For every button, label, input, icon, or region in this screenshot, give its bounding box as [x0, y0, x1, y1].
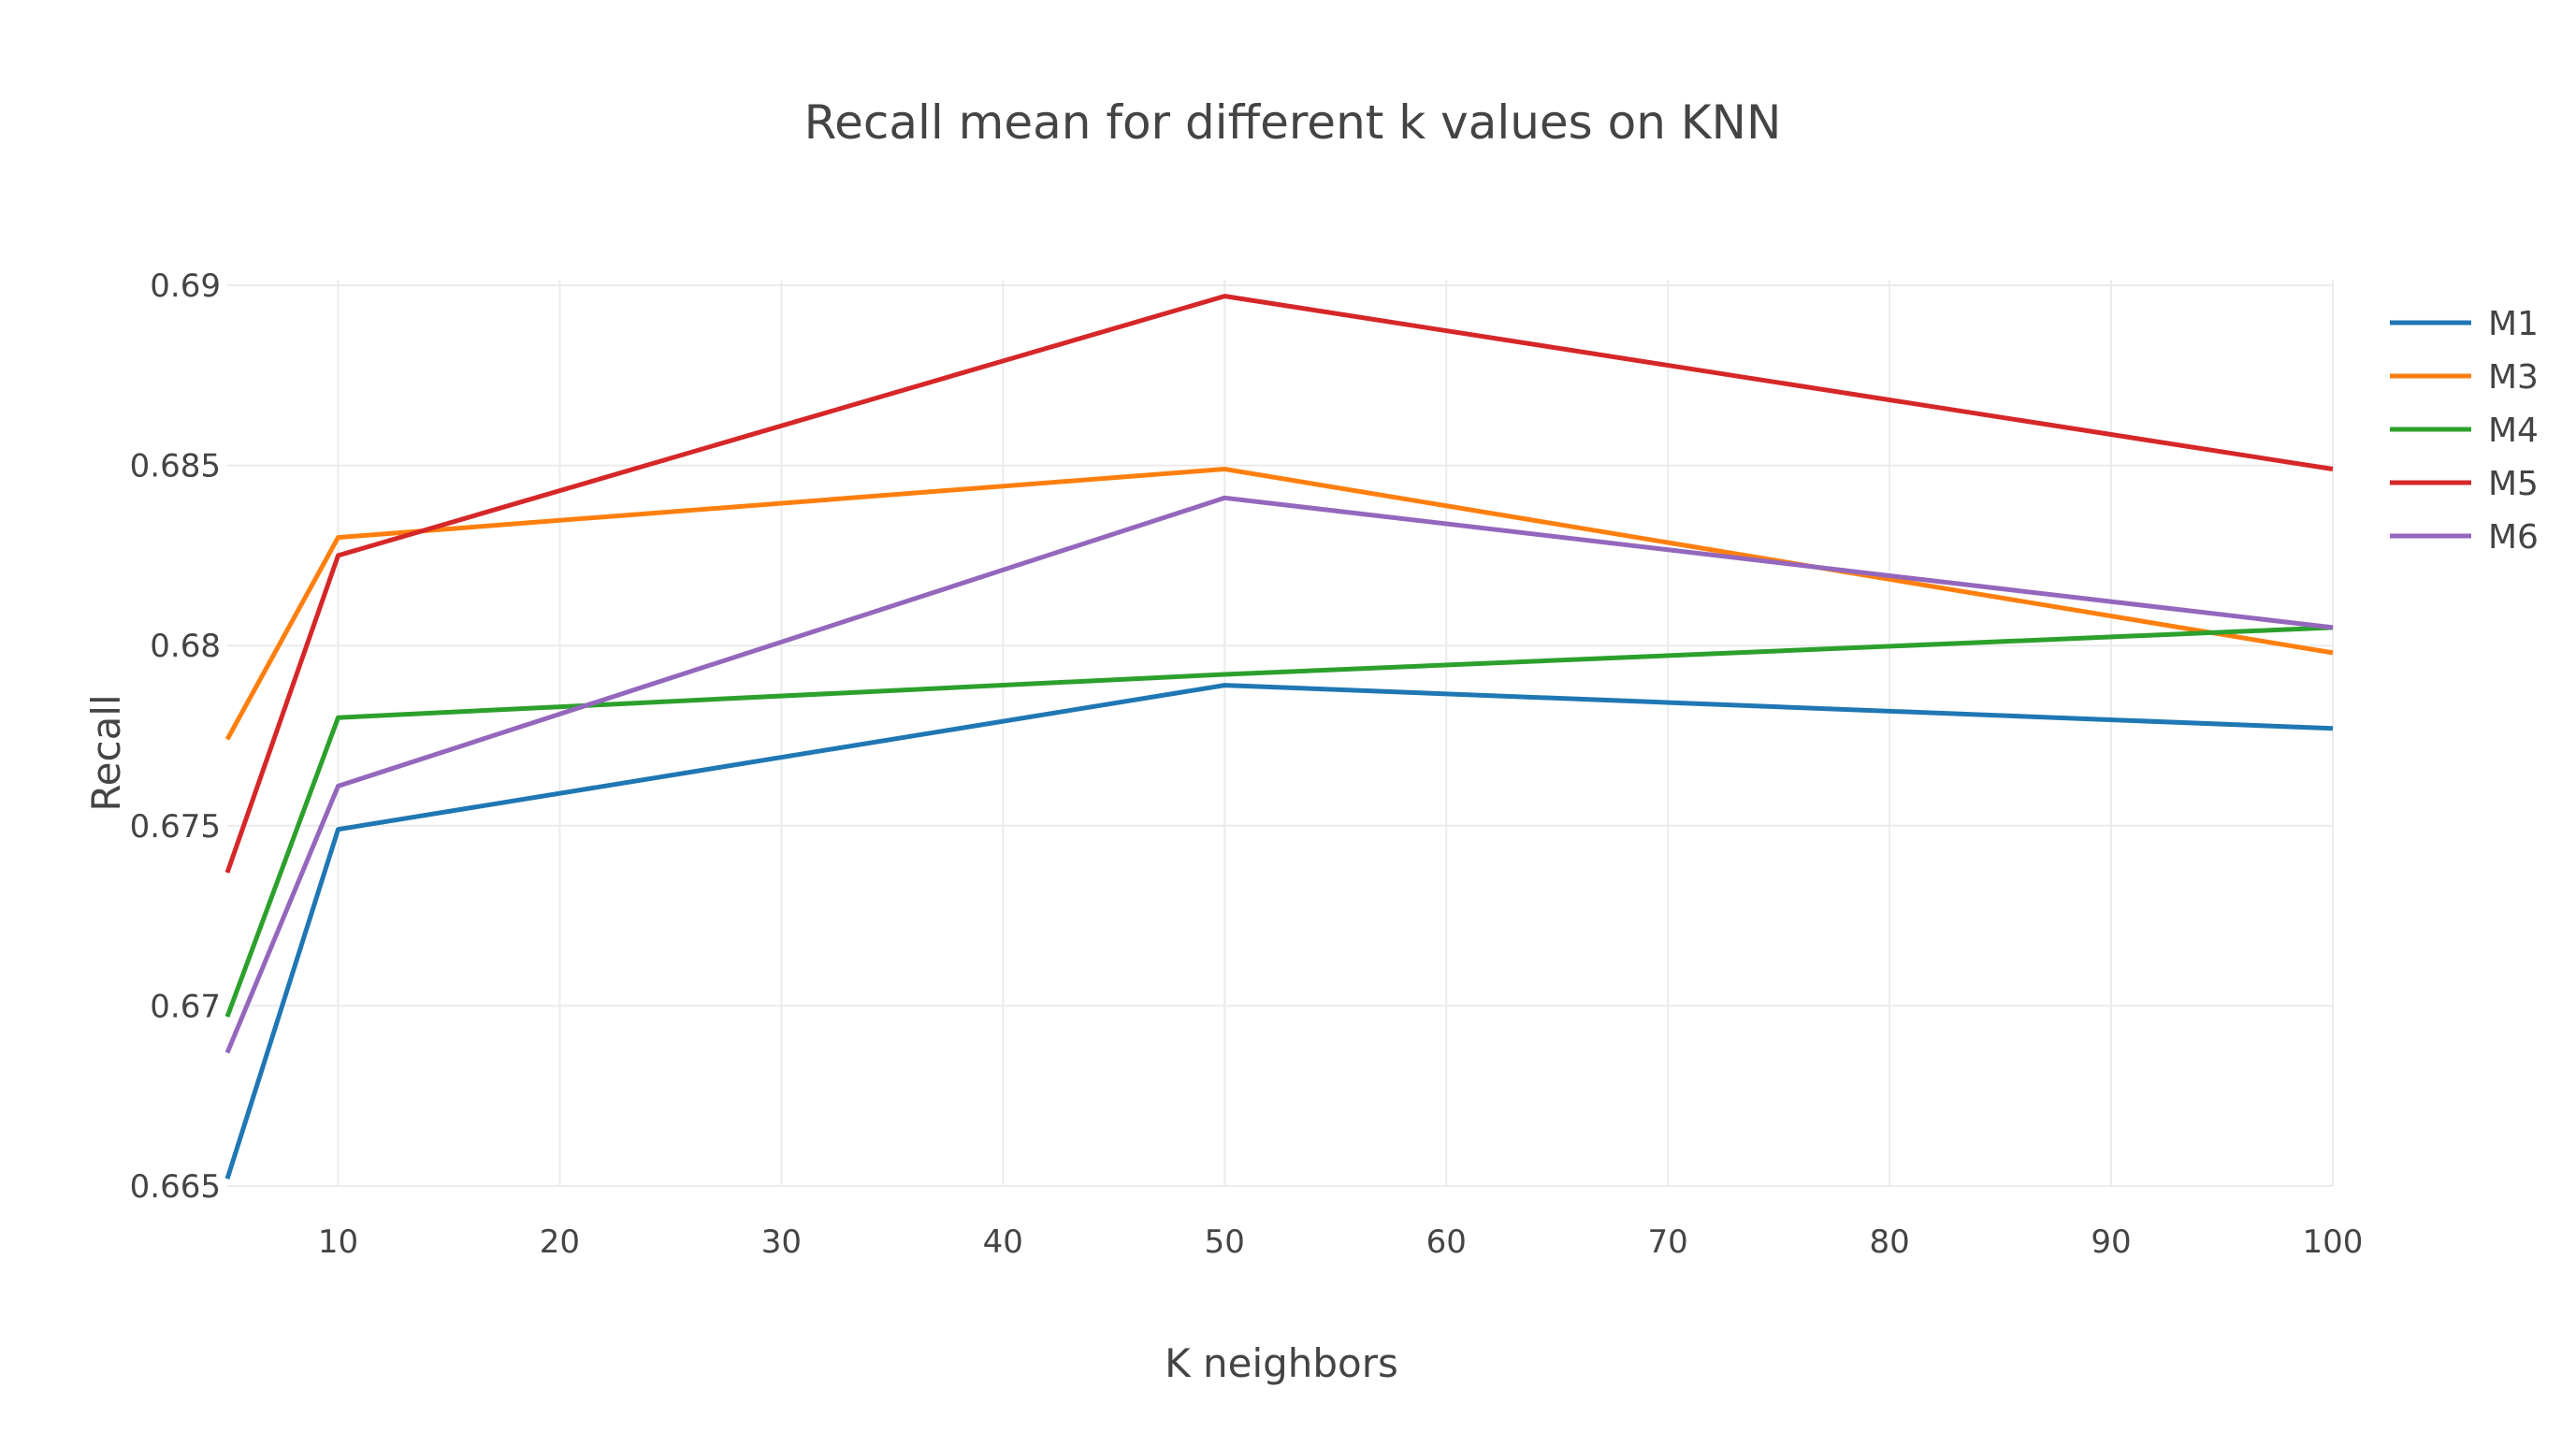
series-line-m6	[224, 495, 2334, 1054]
y-axis-ticks: 0.665 0.67 0.675 0.68 0.685 0.69	[130, 268, 221, 1206]
y-gridlines	[227, 284, 2333, 1187]
legend-label: M6	[2488, 518, 2539, 557]
x-tick-label: 80	[1869, 1223, 1909, 1261]
series-line-m3	[224, 467, 2334, 741]
x-tick-label: 10	[318, 1223, 358, 1261]
legend: M1 M3 M4 M5 M6	[2390, 305, 2539, 557]
legend-label: M4	[2488, 412, 2539, 450]
y-tick-label: 0.67	[150, 988, 221, 1025]
x-gridlines	[337, 280, 2334, 1186]
x-tick-label: 70	[1648, 1223, 1688, 1261]
x-axis-ticks: 10 20 30 40 50 60 70 80 90 100	[318, 1223, 2364, 1261]
y-tick-label: 0.69	[150, 268, 221, 305]
x-axis-title: K neighbors	[1165, 1340, 1398, 1386]
x-tick-label: 20	[540, 1223, 580, 1261]
x-tick-label: 90	[2091, 1223, 2131, 1261]
legend-label: M3	[2488, 358, 2539, 397]
chart-title: Recall mean for different k values on KN…	[804, 95, 1782, 150]
y-tick-label: 0.685	[130, 448, 221, 485]
series-line-m4	[224, 625, 2334, 1018]
legend-label: M5	[2488, 465, 2539, 503]
x-tick-label: 40	[983, 1223, 1023, 1261]
legend-item-m6[interactable]: M6	[2390, 518, 2539, 557]
series-line-m5	[224, 294, 2334, 874]
series-line-m1	[224, 683, 2334, 1180]
x-tick-label: 50	[1205, 1223, 1245, 1261]
legend-item-m3[interactable]: M3	[2390, 358, 2539, 397]
x-tick-label: 100	[2303, 1223, 2364, 1261]
y-tick-label: 0.675	[130, 808, 221, 846]
x-tick-label: 30	[761, 1223, 802, 1261]
legend-item-m1[interactable]: M1	[2390, 305, 2539, 343]
x-tick-label: 60	[1426, 1223, 1467, 1261]
y-tick-label: 0.68	[150, 628, 221, 665]
legend-item-m4[interactable]: M4	[2390, 412, 2539, 450]
legend-label: M1	[2488, 305, 2539, 343]
legend-item-m5[interactable]: M5	[2390, 465, 2539, 503]
y-tick-label: 0.665	[130, 1168, 221, 1206]
series-lines	[224, 294, 2334, 1180]
y-axis-title: Recall	[83, 694, 129, 811]
